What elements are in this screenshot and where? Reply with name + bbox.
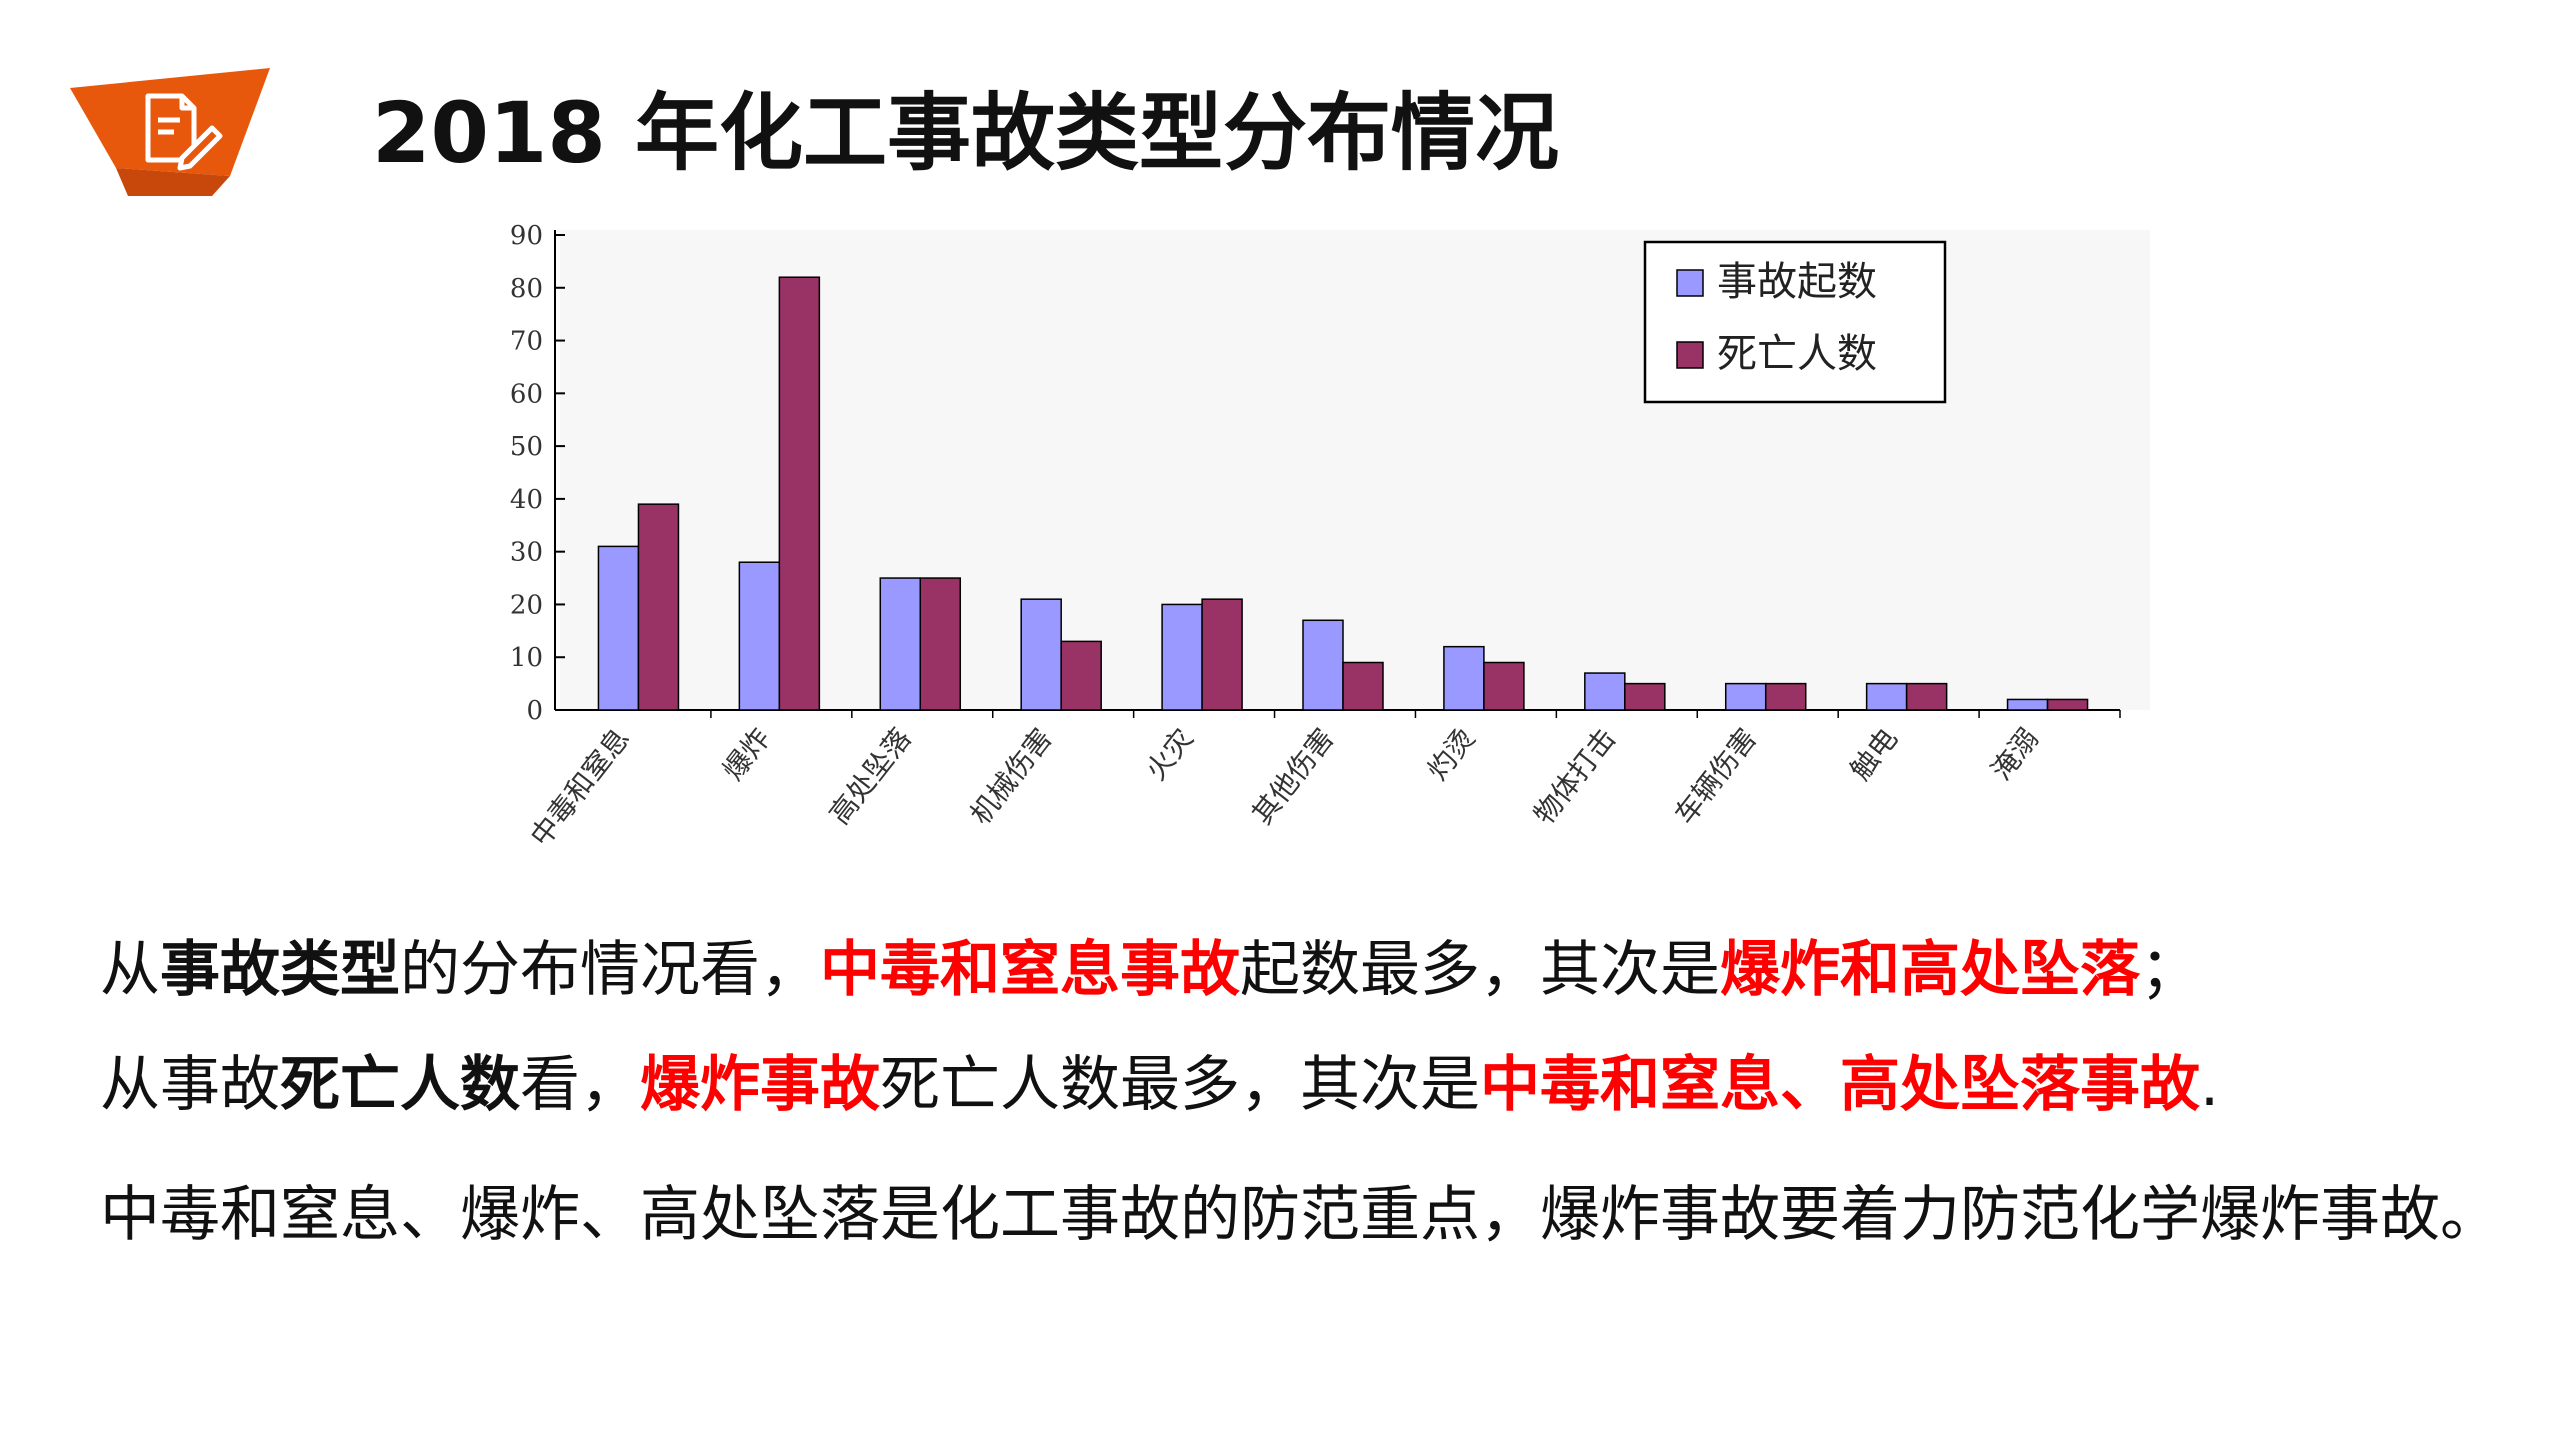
accident-type-chart: 0 10 20 30 40 50 60 70 80 90 中毒和窒息 爆炸 高处坠落 机械伤害 火灾 其他伤害…: [440, 210, 2150, 870]
bar-deaths: [919, 577, 962, 711]
x-category-label: 淹溺: [1985, 722, 2045, 786]
bar-accidents: [1584, 672, 1626, 711]
p1-text-4: 起数最多，其次是: [1240, 935, 1720, 1005]
bar-accidents: [1865, 682, 1908, 711]
bar-deaths: [2046, 698, 2089, 711]
p2-highlight-explosion: 爆炸事故: [640, 1050, 880, 1120]
x-category-label: 触电: [1844, 722, 1904, 786]
y-tick-label: 30: [510, 538, 543, 568]
bar-deaths: [1342, 661, 1384, 711]
x-category-label: 爆炸: [716, 722, 776, 786]
legend-swatch: [1676, 269, 1704, 297]
y-tick-label: 0: [526, 696, 543, 726]
legend-box: [1643, 240, 1947, 404]
document-pencil-icon: [70, 68, 270, 196]
y-tick-label: 70: [510, 327, 543, 357]
bar-accidents: [1020, 598, 1062, 711]
legend-swatch: [1676, 341, 1704, 369]
p2-text-4: 死亡人数最多，其次是: [880, 1050, 1480, 1120]
p2-text-6: .: [2200, 1050, 2220, 1120]
bar-accidents: [1161, 603, 1203, 711]
bar-accidents: [738, 561, 781, 711]
bar-accidents: [597, 545, 640, 711]
p2-text-0: 从事故: [100, 1050, 280, 1120]
bar-accidents: [1724, 682, 1767, 711]
p1-text-6: ；: [2140, 935, 2200, 1005]
x-category-label: 中毒和窒息: [524, 722, 636, 853]
bar-accidents: [1302, 619, 1344, 711]
x-category-label: 机械伤害: [964, 722, 1059, 831]
y-tick-label: 20: [510, 590, 543, 620]
x-category-label: 物体打击: [1527, 722, 1622, 831]
p1-highlight-poisoning: 中毒和窒息事故: [820, 935, 1240, 1005]
x-category-label: 高处坠落: [823, 722, 918, 831]
x-category-label: 车辆伤害: [1668, 722, 1763, 831]
x-category-label: 火灾: [1139, 722, 1199, 786]
bar-deaths: [1060, 640, 1102, 711]
x-category-label: 其他伤害: [1246, 722, 1341, 831]
p2-bold-deaths: 死亡人数: [280, 1050, 520, 1120]
p2-text-2: 看，: [520, 1050, 640, 1120]
bar-deaths: [1201, 598, 1243, 711]
bar-accidents: [2006, 698, 2049, 711]
bar-deaths: [1624, 682, 1666, 711]
summary-line-1: 从事故类型的分布情况看，中毒和窒息事故起数最多，其次是爆炸和高处坠落；: [100, 930, 2540, 1010]
p1-text-2: 的分布情况看，: [400, 935, 820, 1005]
p2-highlight-poisoning-fall: 中毒和窒息、高处坠落事故: [1480, 1050, 2200, 1120]
bar-chart-svg: 0 10 20 30 40 50 60 70 80 90 中毒和窒息 爆炸 高处坠落 机械伤害 火灾 其他伤害…: [510, 221, 2150, 853]
summary-line-3: 中毒和窒息、爆炸、高处坠落是化工事故的防范重点，爆炸事故要着力防范化学爆炸事故。: [100, 1180, 2500, 1250]
bar-deaths: [778, 276, 821, 711]
p1-highlight-explosion-fall: 爆炸和高处坠落: [1720, 935, 2140, 1005]
legend-label: 事故起数: [1717, 259, 1877, 305]
bar-deaths: [1905, 682, 1948, 711]
legend-label: 死亡人数: [1717, 331, 1877, 377]
badge-shadow: [116, 168, 230, 196]
p1-text-0: 从: [100, 935, 160, 1005]
bar-deaths: [1764, 682, 1807, 711]
y-tick-label: 40: [510, 485, 543, 515]
page-title: 2018 年化工事故类型分布情况: [372, 84, 1560, 182]
y-tick-label: 50: [510, 432, 543, 462]
x-category-label: 灼烫: [1421, 722, 1481, 786]
y-tick-label: 10: [510, 643, 543, 673]
y-tick-label: 80: [510, 274, 543, 304]
summary-line-2: 从事故死亡人数看，爆炸事故死亡人数最多，其次是中毒和窒息、高处坠落事故.: [100, 1045, 2540, 1125]
p1-bold-accident-type: 事故类型: [160, 935, 400, 1005]
bar-accidents: [879, 577, 922, 711]
bar-deaths: [1483, 661, 1525, 711]
y-tick-label: 60: [510, 379, 543, 409]
section-badge: [70, 68, 280, 196]
y-tick-label: 90: [510, 221, 543, 251]
bar-deaths: [637, 503, 680, 711]
bar-accidents: [1443, 645, 1485, 711]
